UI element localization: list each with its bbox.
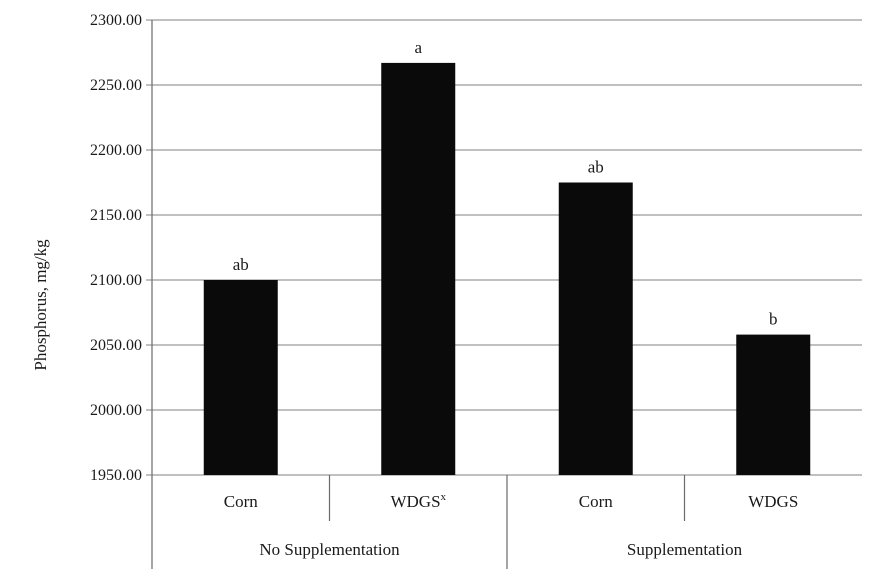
data-label: ab bbox=[588, 158, 604, 177]
axes bbox=[151, 20, 686, 569]
category-superscript: x bbox=[441, 491, 447, 503]
y-tick-label: 2050.00 bbox=[90, 337, 142, 354]
y-tick-label: 2150.00 bbox=[90, 207, 142, 224]
y-tick-label: 2300.00 bbox=[90, 12, 142, 29]
y-tick-label: 2000.00 bbox=[90, 402, 142, 419]
labels: 1950.00 2000.00 2050.00 2100.00 2150.00 2200.… bbox=[90, 12, 798, 559]
y-tick-label: 2200.00 bbox=[90, 142, 142, 159]
x-group-label: No Supplementation bbox=[259, 540, 400, 559]
data-label: ab bbox=[233, 255, 249, 274]
x-category-label: Corn bbox=[224, 492, 259, 511]
y-axis-title: Phosphorus, mg/kg bbox=[31, 239, 50, 371]
y-tick-label: 2250.00 bbox=[90, 77, 142, 94]
x-category-label: WDGS bbox=[748, 492, 798, 511]
y-tick-label: 2100.00 bbox=[90, 272, 142, 289]
y-tick-label: 1950.00 bbox=[90, 467, 142, 484]
x-category-label: WDGSx bbox=[390, 491, 446, 511]
bar bbox=[736, 334, 811, 475]
x-category-label: Corn bbox=[579, 492, 614, 511]
bars bbox=[203, 62, 811, 476]
data-label: a bbox=[414, 38, 422, 57]
bar bbox=[203, 280, 278, 475]
x-group-label: Supplementation bbox=[627, 540, 743, 559]
data-label: b bbox=[769, 310, 778, 329]
bar bbox=[381, 62, 456, 476]
bar bbox=[558, 182, 633, 475]
